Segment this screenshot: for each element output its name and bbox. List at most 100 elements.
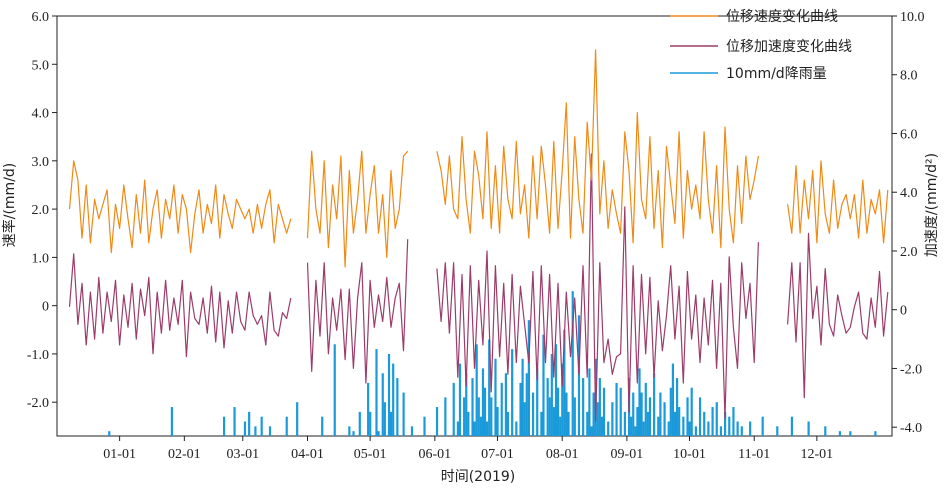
rain-bar — [573, 397, 576, 436]
rain-bar — [561, 363, 564, 436]
rain-bar — [352, 431, 355, 436]
velocity-line — [68, 160, 292, 254]
rain-bar — [673, 411, 677, 436]
rain-bar — [582, 378, 585, 436]
acceleration-line — [306, 239, 409, 384]
rain-bar — [473, 421, 476, 436]
rain-bar — [542, 334, 545, 436]
rain-bar — [557, 387, 560, 436]
rain-bar — [483, 387, 487, 436]
left-tick-label: 0 — [42, 300, 49, 315]
velocity-line — [306, 150, 409, 268]
acceleration-line — [68, 253, 292, 358]
rain-bar — [630, 416, 633, 436]
rain-bar — [711, 407, 714, 436]
rain-bar — [653, 373, 656, 436]
x-axis: 01-01 02-01 03-01 04-01 05-01 06-01 07-01 08-01… — [103, 436, 833, 462]
velocity-line — [787, 160, 889, 244]
right-axis-title: 加速度/(mm/d²) — [924, 153, 940, 257]
rain-bar — [536, 368, 539, 436]
rain-bar — [402, 392, 405, 436]
rain-bar — [790, 416, 793, 436]
rain-bar — [571, 291, 574, 436]
left-tick-label: -1.0 — [27, 348, 49, 363]
rain-bar — [667, 421, 670, 436]
rain-bar — [268, 426, 272, 436]
rain-bar — [456, 421, 459, 436]
rain-bar — [600, 416, 604, 436]
rain-bar — [521, 358, 524, 436]
rain-bar — [698, 397, 702, 436]
right-tick-label: 4.0 — [900, 186, 918, 201]
rain-bar — [243, 421, 247, 436]
right-tick-label: 6.0 — [900, 127, 918, 142]
rain-bar — [546, 378, 549, 436]
x-axis-title: 时间(2019) — [441, 469, 516, 485]
rain-bar — [444, 397, 447, 436]
rain-bar — [715, 402, 718, 436]
legend-label-acceleration: 位移加速度变化曲线 — [726, 39, 852, 55]
right-tick-label: -4.0 — [900, 421, 922, 436]
rain-bar — [619, 387, 622, 436]
right-tick-label: 0 — [900, 304, 907, 319]
rain-bar — [548, 397, 551, 436]
legend-label-velocity: 位移速度变化曲线 — [726, 9, 838, 25]
rain-bar — [358, 411, 361, 436]
x-tick-label: 07-01 — [481, 447, 514, 462]
acceleration-line — [436, 153, 759, 422]
right-tick-label: 10.0 — [900, 10, 925, 25]
rain-bar — [531, 392, 535, 436]
left-tick-label: 1.0 — [32, 251, 50, 266]
rain-bar — [296, 402, 299, 436]
rain-bar — [552, 407, 556, 436]
rain-bar — [588, 368, 591, 436]
x-tick-label: 08-01 — [546, 447, 579, 462]
rain-bar — [392, 363, 395, 436]
rain-bar — [663, 402, 666, 436]
rain-bar — [458, 363, 462, 436]
legend-label-rainfall: 10mm/d降雨量 — [726, 66, 827, 82]
x-tick-label: 05-01 — [354, 447, 387, 462]
rain-bar — [490, 397, 493, 436]
rain-bar — [824, 426, 827, 436]
rain-bar — [233, 407, 236, 436]
rain-bar — [602, 387, 606, 436]
x-tick-label: 12-01 — [801, 447, 834, 462]
rain-bar — [707, 421, 710, 436]
rain-bar — [669, 387, 672, 436]
rain-bar — [519, 382, 522, 436]
rain-bar — [567, 411, 570, 436]
rain-bar — [488, 339, 491, 436]
rain-bar — [694, 426, 697, 436]
rain-bar — [728, 416, 731, 436]
rain-bar — [477, 397, 480, 436]
rain-bar — [254, 426, 257, 436]
rain-bar — [598, 378, 601, 436]
x-tick-label: 10-01 — [673, 447, 706, 462]
rain-bar — [807, 421, 810, 436]
rain-bar — [577, 315, 581, 436]
left-tick-label: 2.0 — [32, 203, 50, 218]
rain-bar — [690, 387, 693, 436]
rain-bar — [640, 392, 643, 436]
rain-bar — [475, 344, 478, 436]
rain-bar — [383, 402, 386, 436]
rain-bar — [333, 344, 336, 436]
rain-bar — [659, 392, 662, 436]
rain-bar — [671, 363, 675, 436]
rain-bar — [496, 407, 499, 436]
rain-bar — [615, 382, 618, 436]
rain-bar — [596, 402, 599, 436]
rain-bar — [321, 416, 324, 436]
acceleration-line — [787, 232, 889, 399]
rain-bar — [452, 382, 455, 436]
rain-bar — [396, 378, 399, 436]
left-tick-label: 4.0 — [32, 107, 50, 122]
rain-bar — [675, 378, 679, 436]
x-tick-label: 02-01 — [168, 447, 201, 462]
rain-bar — [348, 426, 351, 436]
right-tick-label: 2.0 — [900, 245, 918, 260]
rain-bar — [479, 416, 482, 436]
rain-bar — [381, 373, 384, 436]
